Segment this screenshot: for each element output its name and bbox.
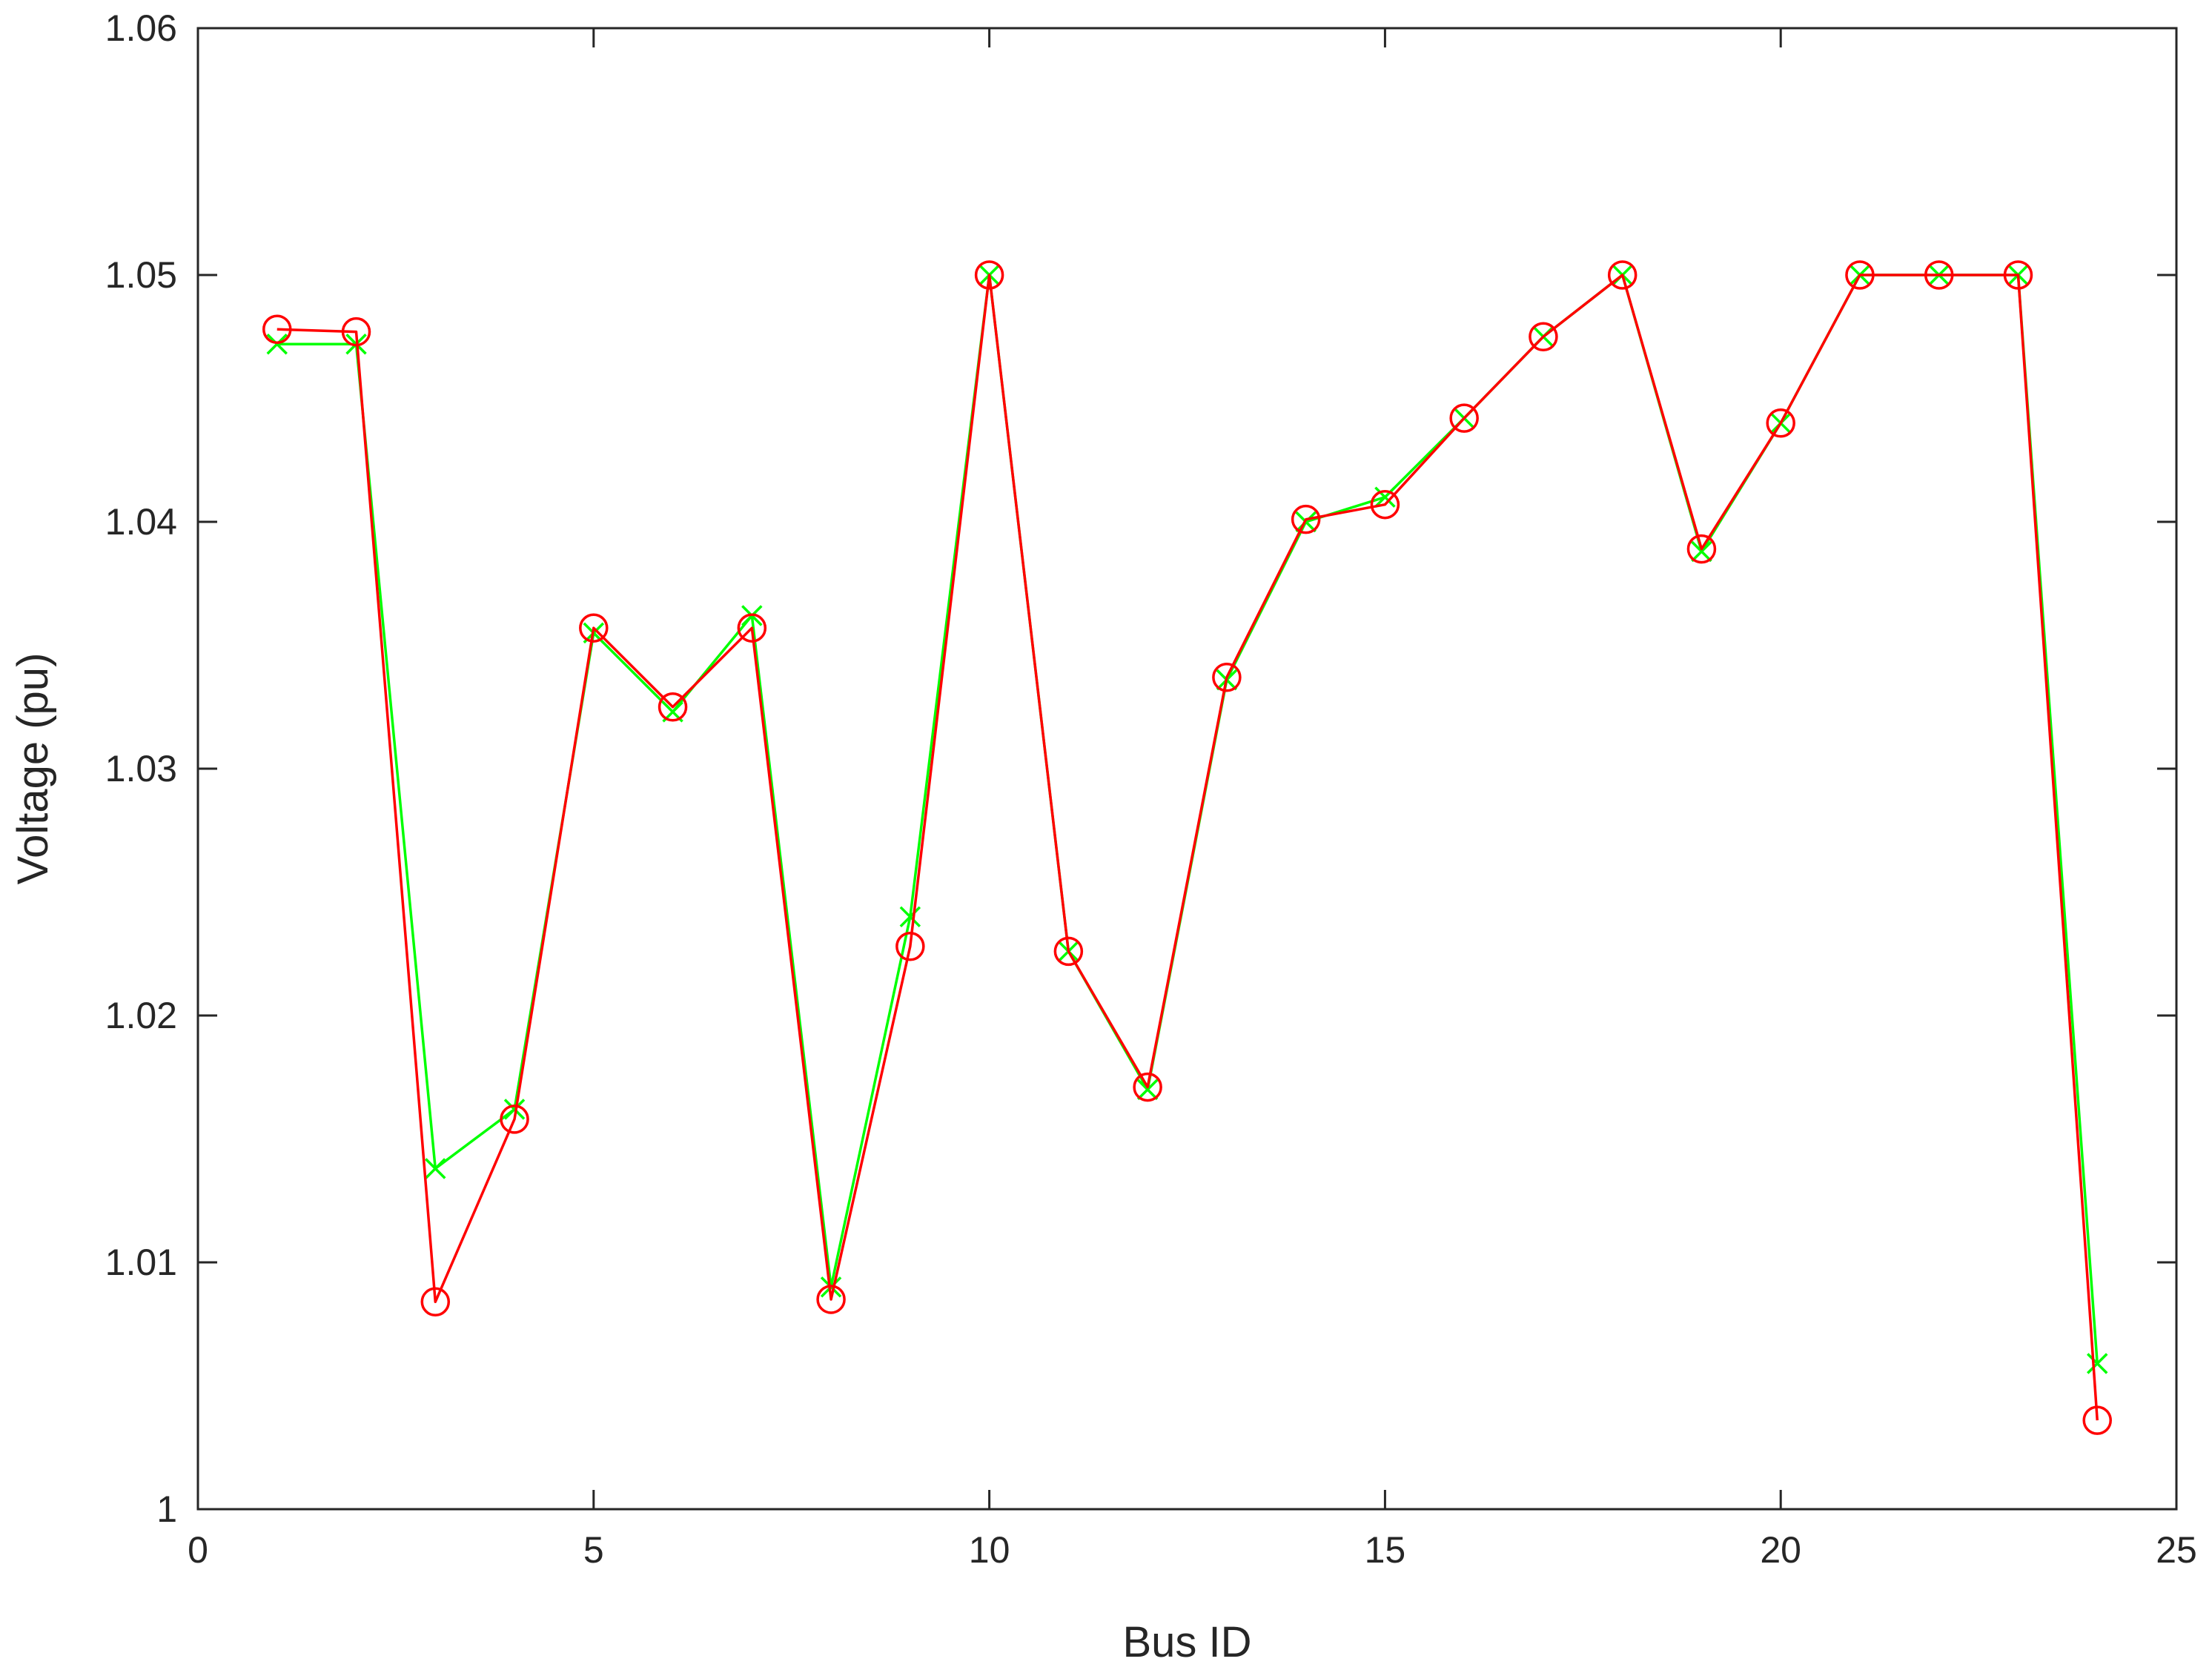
series-2-point [262,314,292,345]
series-2-point [341,317,371,347]
series-2 [262,260,2112,1435]
x-tick-label: 15 [1365,1529,1406,1571]
y-tick-label: 1 [156,1488,177,1530]
series-2-point [1845,260,1875,290]
series-1-point [1136,1079,1159,1101]
series-1-point [1374,486,1396,508]
series-2-point [1133,1072,1162,1102]
series-2-point [500,1104,529,1134]
x-tick-label: 5 [583,1529,604,1571]
series-layer [262,260,2112,1435]
axes-box [196,27,2178,1511]
y-tick-label: 1.03 [105,748,177,789]
series-2-point [895,932,925,961]
series-2-point [1291,504,1321,534]
series-1-point [2087,1353,2108,1374]
series-1-point [503,1099,526,1120]
x-tick-label: 10 [969,1529,1010,1571]
y-tick-label: 1.06 [105,7,177,49]
series-2-point [1529,322,1558,351]
series-2-point [1053,936,1084,967]
y-tick-label: 1.01 [105,1242,177,1283]
series-1-point [425,1158,446,1179]
series-2-point [1449,403,1479,433]
series-1-point [266,334,288,355]
series-2-point [816,1285,846,1314]
plot-area [196,27,2178,1511]
series-2-line [276,274,2099,1421]
series-2-point [1766,408,1795,438]
series-2-point [974,260,1004,290]
series-2-point [1924,260,1954,290]
series-2-point [2082,1405,2112,1435]
series-2-point [579,613,609,643]
x-tick-label: 25 [2156,1529,2197,1571]
y-tick-label: 1.05 [105,254,177,296]
series-2-point [1607,260,1638,290]
series-2-point [2003,260,2033,290]
series-2-point [658,692,688,722]
x-tick-label: 0 [188,1529,208,1571]
series-1-point [1691,540,1712,563]
y-tick-label: 1.02 [105,995,177,1036]
series-2-point [1212,663,1242,692]
x-axis-ticks: 0 5 10 15 20 25 [188,28,2197,1571]
series-1-point [899,906,921,928]
series-2-point [420,1287,451,1317]
x-axis-label: Bus ID [1122,1618,1251,1666]
series-2-point [1686,534,1717,564]
series-2-point [737,613,767,643]
y-axis-label: Voltage (pu) [9,653,57,885]
y-axis-ticks: 1 1.01 1.02 1.03 1.04 1.05 1.06 [105,7,2176,1530]
series-2-point [1370,489,1400,520]
y-tick-label: 1.04 [105,501,177,543]
x-tick-label: 20 [1760,1529,1801,1571]
